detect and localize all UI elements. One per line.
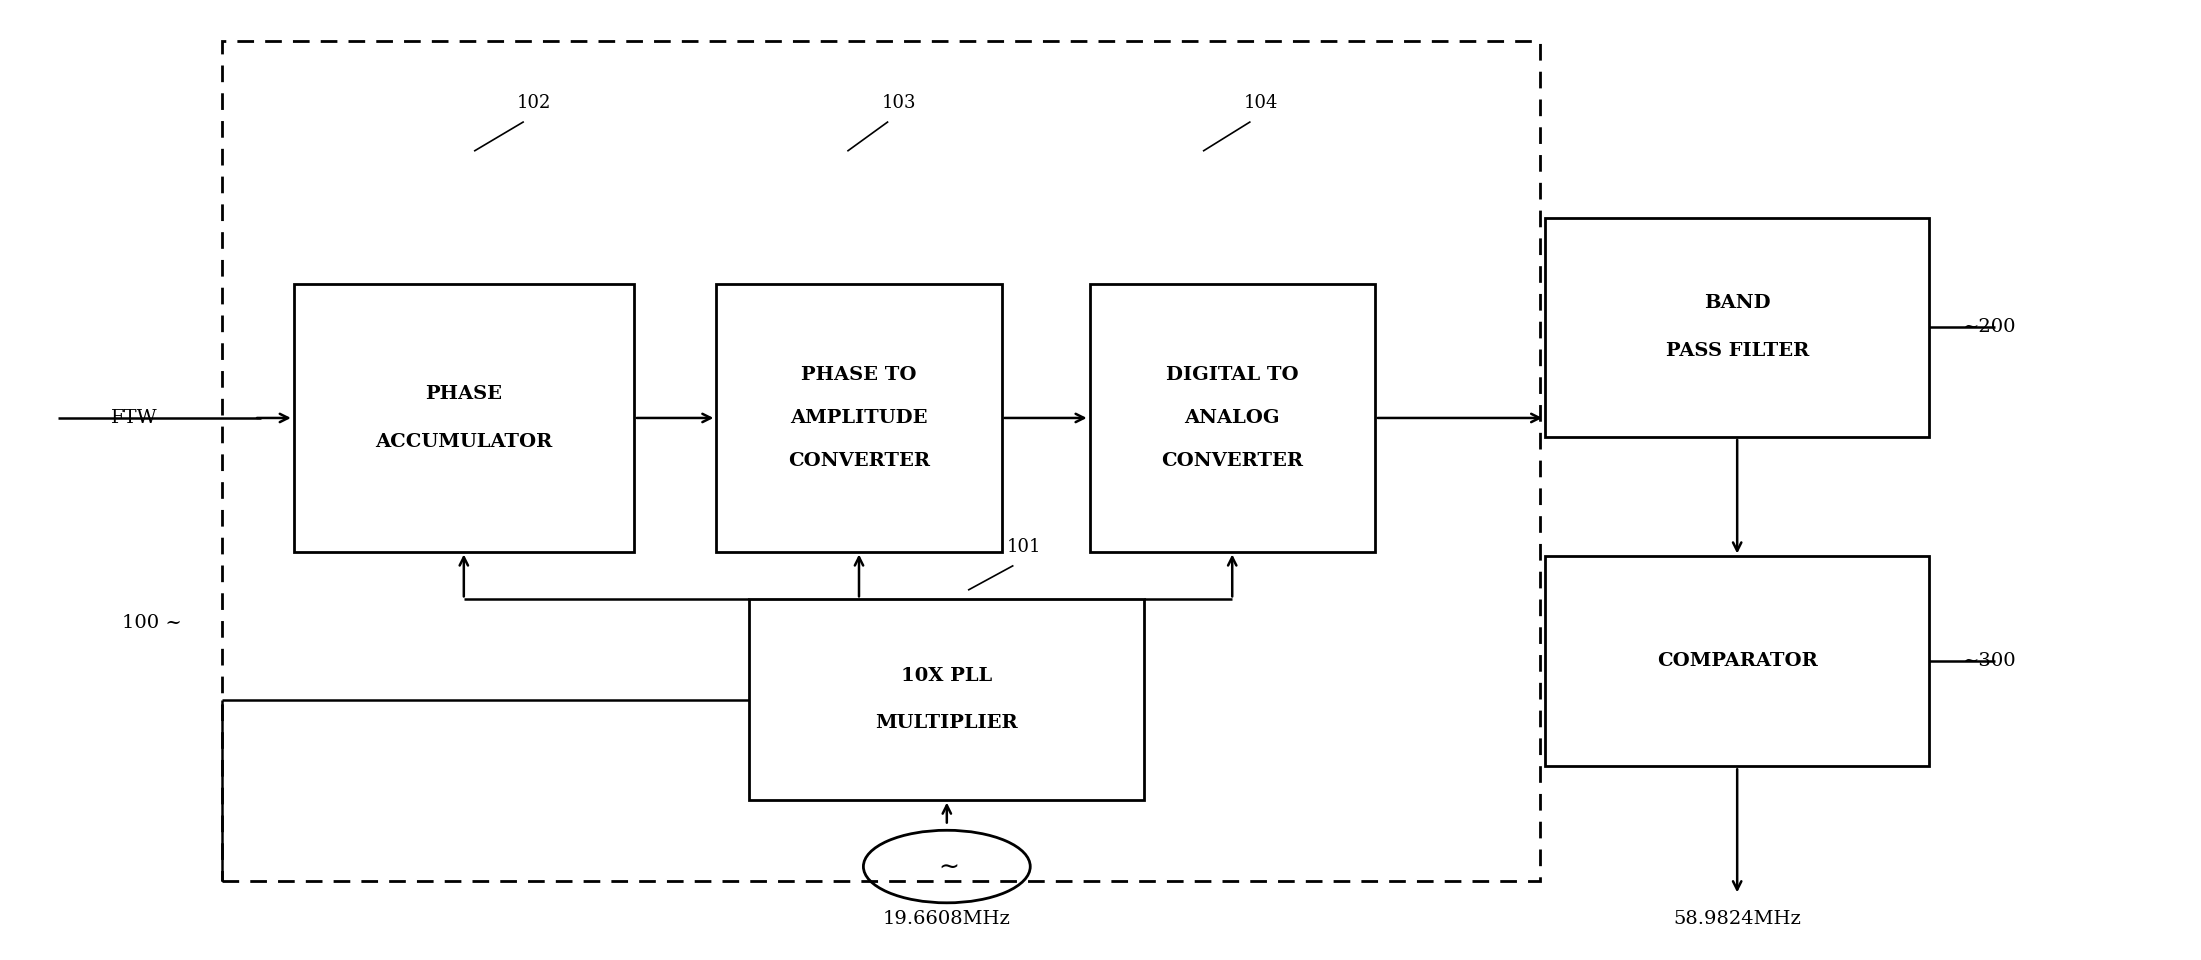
- Bar: [1545, 218, 1930, 437]
- Bar: [715, 284, 1001, 552]
- Text: DIGITAL TO: DIGITAL TO: [1167, 366, 1299, 384]
- Text: PHASE: PHASE: [425, 385, 502, 403]
- Text: CONVERTER: CONVERTER: [788, 452, 931, 469]
- Text: ACCUMULATOR: ACCUMULATOR: [374, 433, 552, 451]
- Text: ~300: ~300: [1963, 653, 2016, 670]
- Bar: [222, 41, 1538, 881]
- Bar: [748, 599, 1145, 800]
- Text: ANALOG: ANALOG: [1184, 409, 1281, 427]
- Text: 103: 103: [880, 94, 916, 112]
- Text: 10X PLL: 10X PLL: [900, 666, 993, 684]
- Text: 101: 101: [1006, 538, 1041, 556]
- Text: PHASE TO: PHASE TO: [801, 366, 918, 384]
- Bar: [1089, 284, 1376, 552]
- Text: 104: 104: [1244, 94, 1279, 112]
- Text: MULTIPLIER: MULTIPLIER: [876, 714, 1019, 732]
- Bar: [1545, 557, 1930, 766]
- Text: $\sim$: $\sim$: [933, 855, 960, 878]
- Text: AMPLITUDE: AMPLITUDE: [790, 409, 929, 427]
- Text: ~200: ~200: [1963, 319, 2016, 336]
- Text: CONVERTER: CONVERTER: [1162, 452, 1303, 469]
- Text: 102: 102: [517, 94, 550, 112]
- Text: 58.9824MHz: 58.9824MHz: [1673, 910, 1800, 928]
- Text: BAND: BAND: [1704, 295, 1770, 312]
- Text: COMPARATOR: COMPARATOR: [1657, 653, 1818, 670]
- Text: PASS FILTER: PASS FILTER: [1666, 342, 1809, 360]
- Text: 19.6608MHz: 19.6608MHz: [883, 910, 1010, 928]
- Text: 100 ~: 100 ~: [123, 614, 183, 633]
- Text: FTW: FTW: [112, 409, 158, 427]
- Bar: [293, 284, 634, 552]
